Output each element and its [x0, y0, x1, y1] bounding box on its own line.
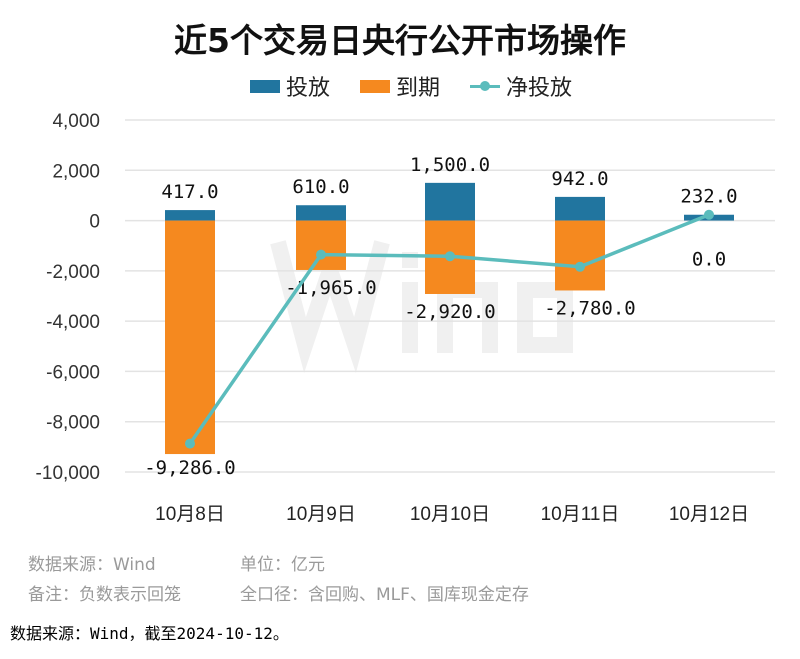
data-label-maturity: -2,780.0 [544, 297, 636, 319]
data-label-issuance: 942.0 [551, 168, 608, 190]
note-scope: 全口径：含回购、MLF、国库现金定存 [240, 585, 529, 605]
y-tick-label: 4,000 [52, 111, 100, 132]
legend-swatch [250, 79, 280, 93]
data-label-issuance: 610.0 [292, 176, 349, 198]
bar-issuance [165, 210, 215, 221]
data-label-maturity: -1,965.0 [285, 277, 377, 299]
bar-maturity [165, 220, 215, 455]
x-tick-label: 10月12日 [669, 504, 749, 525]
x-tick-label: 10月9日 [286, 504, 356, 525]
data-label-issuance: 417.0 [161, 181, 218, 203]
data-label-maturity: -9,286.0 [144, 457, 236, 479]
data-label-issuance: 1,500.0 [410, 154, 490, 176]
legend-label: 到期 [396, 76, 441, 101]
watermark-logo [270, 240, 573, 374]
legend-item-issuance: 投放 [250, 70, 330, 102]
y-tick-label: -2,000 [46, 262, 100, 283]
net-point [445, 251, 455, 262]
bar-issuance [296, 205, 346, 221]
y-tick-label: -4,000 [46, 312, 100, 333]
plot-area: 4,000 2,000 0 -2,000 -4,000 -6,000 -8,000 -10,0… [36, 111, 775, 525]
legend-swatch [470, 80, 501, 91]
watermark-stroke [270, 240, 390, 374]
bar-maturity [296, 220, 346, 270]
legend-item-net: 净投放 [470, 70, 572, 102]
legend-swatch [360, 79, 391, 93]
bar-issuance [555, 196, 605, 221]
data-label-maturity: -2,920.0 [404, 301, 496, 323]
y-tick-label: 2,000 [52, 161, 100, 182]
y-tick-label: -8,000 [46, 413, 100, 434]
legend-item-maturity: 到期 [360, 70, 440, 102]
data-label-issuance: 232.0 [680, 186, 737, 208]
bar-maturity [555, 220, 605, 291]
y-tick-label: 0 [89, 212, 100, 233]
chart-title: 近5个交易日央行公开市场操作 [174, 21, 626, 60]
legend-label: 净投放 [506, 76, 573, 101]
bar-issuance [425, 182, 475, 221]
x-tick-label: 10月10日 [410, 504, 490, 525]
net-point [575, 261, 585, 272]
x-tick-label: 10月11日 [541, 504, 620, 525]
watermark-stroke [517, 242, 573, 353]
net-point [316, 249, 326, 260]
note-unit: 单位：亿元 [240, 555, 325, 575]
net-point [704, 209, 714, 220]
net-point [185, 438, 195, 449]
legend-label: 投放 [286, 76, 331, 101]
x-tick-label: 10月8日 [155, 504, 225, 525]
y-tick-label: -10,000 [36, 463, 100, 484]
data-label-maturity: 0.0 [692, 249, 726, 271]
legend: 投放 到期 净投放 [250, 70, 572, 102]
note-source: 数据来源：Wind [28, 555, 156, 575]
y-tick-label: -6,000 [46, 362, 100, 383]
footer-source: 数据来源：Wind，截至2024-10-12。 [10, 624, 289, 643]
note-remark: 备注：负数表示回笼 [28, 585, 181, 605]
